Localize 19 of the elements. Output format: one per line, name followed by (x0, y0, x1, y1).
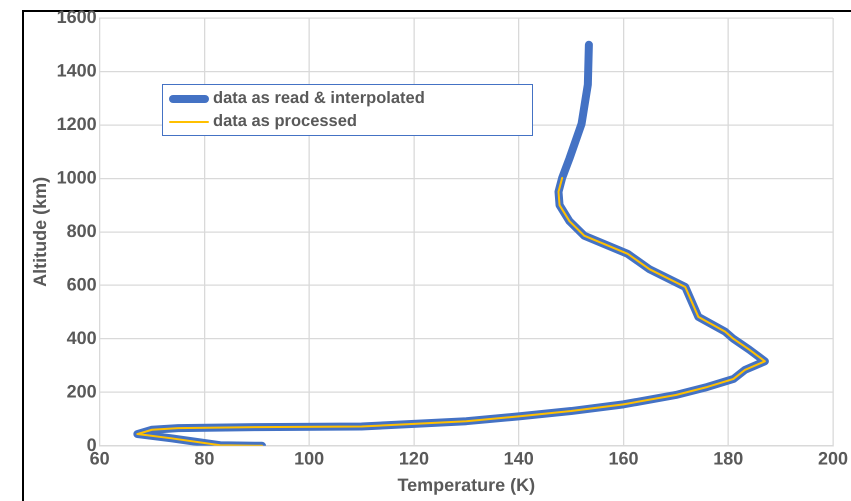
x-tick-label: 140 (504, 448, 534, 469)
y-axis-title: Altitude (km) (30, 176, 50, 287)
y-tick-label: 200 (66, 381, 97, 402)
legend-label: data as processed (213, 112, 357, 131)
y-tick-label: 1200 (56, 114, 97, 134)
y-tick-label: 1400 (56, 60, 97, 80)
x-axis-title: Temperature (K) (397, 475, 536, 496)
x-tick-label: 100 (294, 448, 324, 469)
y-tick-label: 1600 (56, 6, 97, 27)
x-tick-label: 200 (818, 448, 848, 469)
x-tick-label: 80 (194, 448, 214, 469)
legend-label: data as read & interpolated (213, 89, 425, 108)
y-tick-label: 800 (66, 220, 97, 241)
x-tick-label: 160 (608, 448, 638, 469)
y-tick-label: 400 (66, 328, 97, 348)
y-tick-label: 600 (66, 274, 97, 294)
y-tick-label: 1000 (56, 167, 97, 188)
x-tick-label: 120 (398, 448, 429, 469)
x-tick-label: 180 (713, 448, 744, 469)
